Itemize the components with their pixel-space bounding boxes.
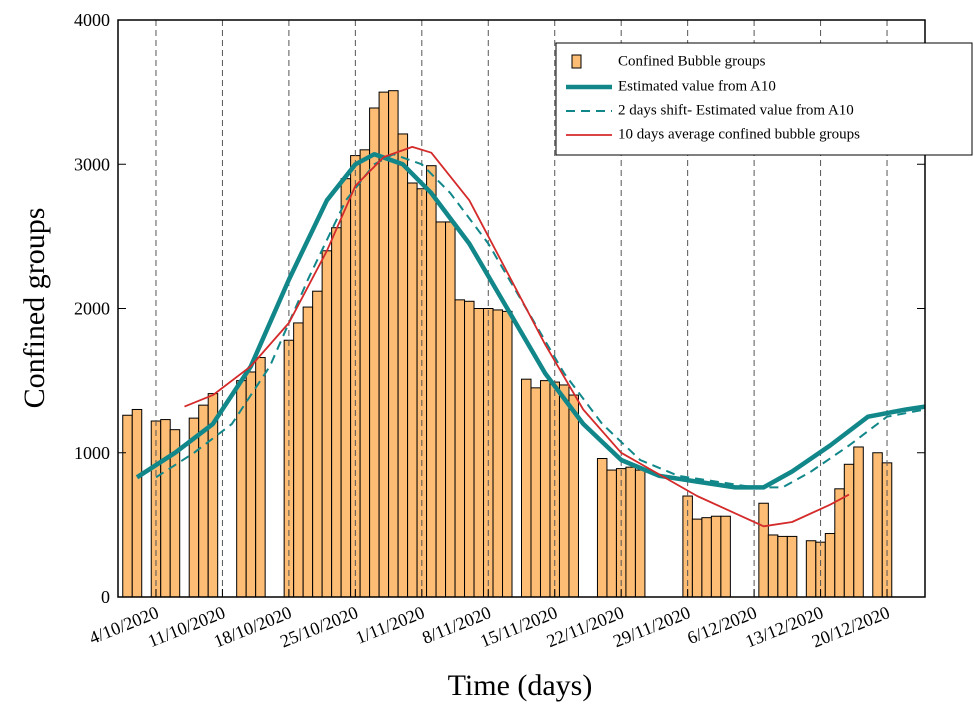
bar	[853, 446, 864, 598]
bar	[521, 378, 532, 598]
bar	[691, 518, 703, 598]
x-tick-label: 29/11/2020	[610, 602, 693, 651]
bar	[625, 466, 636, 598]
bar	[359, 149, 371, 598]
bar	[843, 463, 855, 598]
y-tick-label: 4000	[74, 10, 110, 30]
bar	[245, 371, 257, 598]
bar	[606, 469, 617, 598]
legend-label: Confined Bubble groups	[618, 53, 766, 69]
bar	[312, 290, 323, 598]
bar	[786, 535, 798, 598]
bar	[701, 517, 712, 598]
y-tick-label: 0	[101, 587, 110, 607]
x-tick-label: 1/11/2020	[353, 602, 428, 648]
bar	[473, 308, 485, 598]
y-axis-label: Confined groups	[18, 208, 51, 409]
bar	[122, 414, 133, 598]
y-tick-label: 2000	[74, 299, 110, 319]
line-series	[184, 146, 850, 528]
bar	[426, 165, 437, 598]
y-tick-label: 3000	[74, 154, 110, 174]
bar	[758, 502, 769, 598]
bar	[369, 107, 380, 598]
bar	[302, 306, 314, 598]
bar	[188, 417, 200, 598]
bar	[558, 384, 570, 598]
bar	[321, 250, 333, 598]
bar	[710, 515, 722, 598]
legend-label: 2 days shift- Estimated value from A10	[618, 102, 854, 118]
x-axis-label: Time (days)	[448, 669, 593, 702]
bar	[824, 533, 836, 598]
bar	[805, 540, 817, 598]
bar	[596, 458, 608, 598]
bar	[331, 227, 342, 598]
bar	[539, 380, 551, 598]
bar	[502, 310, 513, 598]
bar	[872, 452, 883, 598]
bar	[767, 534, 779, 598]
bar	[777, 535, 788, 598]
bar	[445, 221, 456, 598]
bar	[530, 387, 541, 598]
bar	[283, 339, 295, 598]
bar	[160, 419, 171, 598]
bar	[568, 394, 579, 598]
bar	[131, 408, 143, 598]
y-tick-label: 1000	[74, 443, 110, 463]
legend-label: 10 days average confined bubble groups	[618, 126, 860, 142]
bar	[454, 299, 466, 598]
bar	[634, 469, 646, 598]
bar	[293, 322, 304, 598]
bar	[255, 357, 266, 598]
bar	[388, 90, 399, 598]
legend-swatch	[571, 54, 582, 69]
bar	[492, 309, 504, 598]
legend-box	[555, 42, 973, 156]
bar	[378, 91, 390, 598]
line-series	[135, 151, 926, 490]
bar	[340, 178, 352, 598]
plot-frame	[117, 19, 926, 598]
legend-label: Estimated value from A10	[618, 78, 776, 94]
bar	[834, 488, 845, 598]
bar	[720, 515, 731, 598]
bar	[407, 182, 418, 598]
bar	[397, 133, 409, 598]
bar	[435, 221, 447, 598]
legend: Confined Bubble groups Estimated value fr…	[555, 42, 973, 156]
bar	[464, 300, 475, 598]
